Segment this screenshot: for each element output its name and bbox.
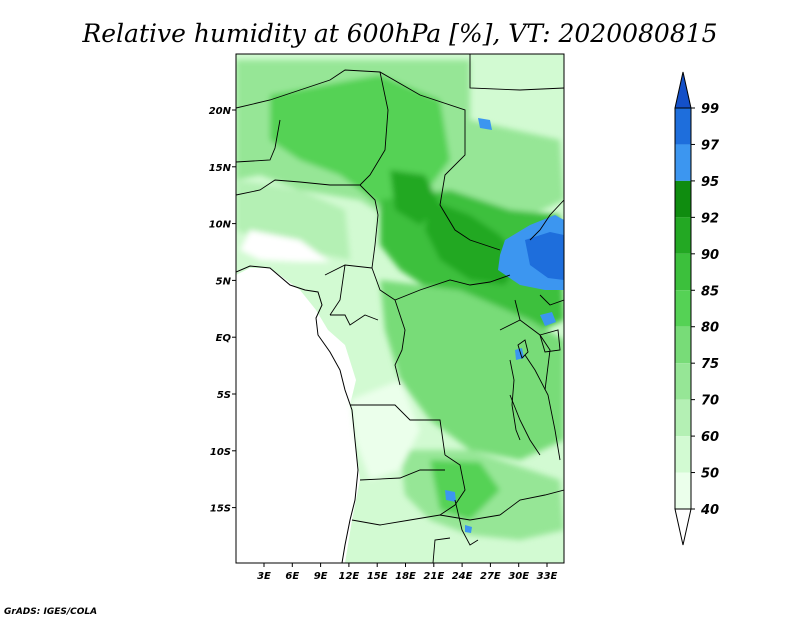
humidity-field: [236, 54, 564, 563]
longitude-axis: 3E 6E 9E 12E 15E 18E 21E 24E 27E 30E 33E: [257, 563, 558, 582]
lon-tick-label: 6E: [285, 571, 299, 582]
colorbar-segment: [675, 144, 691, 181]
country-borders: [236, 54, 564, 563]
saturated-core-east: [525, 232, 564, 280]
colorbar-segment: [675, 290, 691, 327]
north-dense-zone: [390, 170, 440, 225]
lat-tick-label: 5N: [216, 276, 232, 287]
dry-pocket-west: [240, 230, 330, 262]
colorbar-label: 40: [700, 503, 719, 518]
lon-tick-label: 24E: [452, 571, 473, 582]
saturated-patch-south: [445, 490, 456, 502]
lat-tick-label: 15N: [209, 163, 232, 174]
lon-tick-label: 18E: [395, 571, 416, 582]
lon-tick-label: 12E: [339, 571, 360, 582]
colorbar-segment: [675, 399, 691, 437]
lat-tick-label: 5S: [217, 390, 231, 401]
colorbar-label: 85: [701, 284, 719, 299]
saturated-patch-lakes: [540, 312, 556, 326]
lon-tick-label: 30E: [508, 571, 529, 582]
colorbar: 99 97 95 92 90 85 80 75 70 60 50 40: [674, 71, 720, 546]
colorbar-outline: [674, 107, 692, 510]
map-title: Relative humidity at 600hPa [%], VT: 202…: [81, 19, 717, 48]
colorbar-segment: [675, 363, 691, 400]
colorbar-segment: [675, 472, 691, 509]
lat-tick-label: 10S: [210, 447, 231, 458]
credit-label: GrADS: IGES/COLA: [4, 607, 97, 617]
colorbar-label: 50: [701, 467, 719, 482]
colorbar-label: 90: [701, 248, 719, 263]
colorbar-segment: [675, 217, 691, 254]
lon-tick-label: 9E: [314, 571, 328, 582]
lat-tick-label: 10N: [209, 220, 232, 231]
latitude-axis: 20N 15N 10N 5N EQ 5S 10S 15S: [209, 106, 236, 515]
lon-tick-label: 21E: [423, 571, 444, 582]
lakes: [454, 329, 561, 546]
colorbar-label: 95: [701, 175, 719, 190]
lon-tick-label: 33E: [537, 571, 558, 582]
colorbar-segment: [675, 253, 691, 291]
saturated-patch-far-south: [465, 525, 472, 533]
colorbar-label: 70: [701, 394, 719, 409]
colorbar-label: 75: [701, 357, 719, 372]
colorbar-segment: [675, 180, 691, 218]
coastline: [236, 265, 359, 563]
colorbar-label: 92: [701, 211, 719, 226]
map-panel: 3E 6E 9E 12E 15E 18E 21E 24E 27E 30E 33E 20N 15N 10N…: [209, 53, 565, 582]
lon-tick-label: 27E: [480, 571, 501, 582]
colorbar-segment: [675, 436, 691, 473]
colorbar-label: 60: [701, 430, 719, 445]
lat-tick-label: 20N: [209, 106, 232, 117]
colorbar-segment: [675, 326, 691, 364]
lat-tick-label: 15S: [210, 504, 231, 515]
colorbar-label: 99: [701, 102, 719, 117]
lat-tick-label: EQ: [216, 333, 232, 344]
lon-tick-label: 15E: [367, 571, 388, 582]
east-dense-zone: [425, 200, 520, 285]
colorbar-top-arrow: [674, 71, 692, 109]
colorbar-label: 97: [701, 138, 720, 153]
map-frame: [235, 53, 565, 564]
lon-tick-label: 3E: [257, 571, 271, 582]
colorbar-segment: [675, 108, 691, 145]
colorbar-label: 80: [701, 321, 719, 336]
saturated-patch-north: [478, 118, 492, 130]
colorbar-bottom-arrow: [674, 508, 692, 546]
